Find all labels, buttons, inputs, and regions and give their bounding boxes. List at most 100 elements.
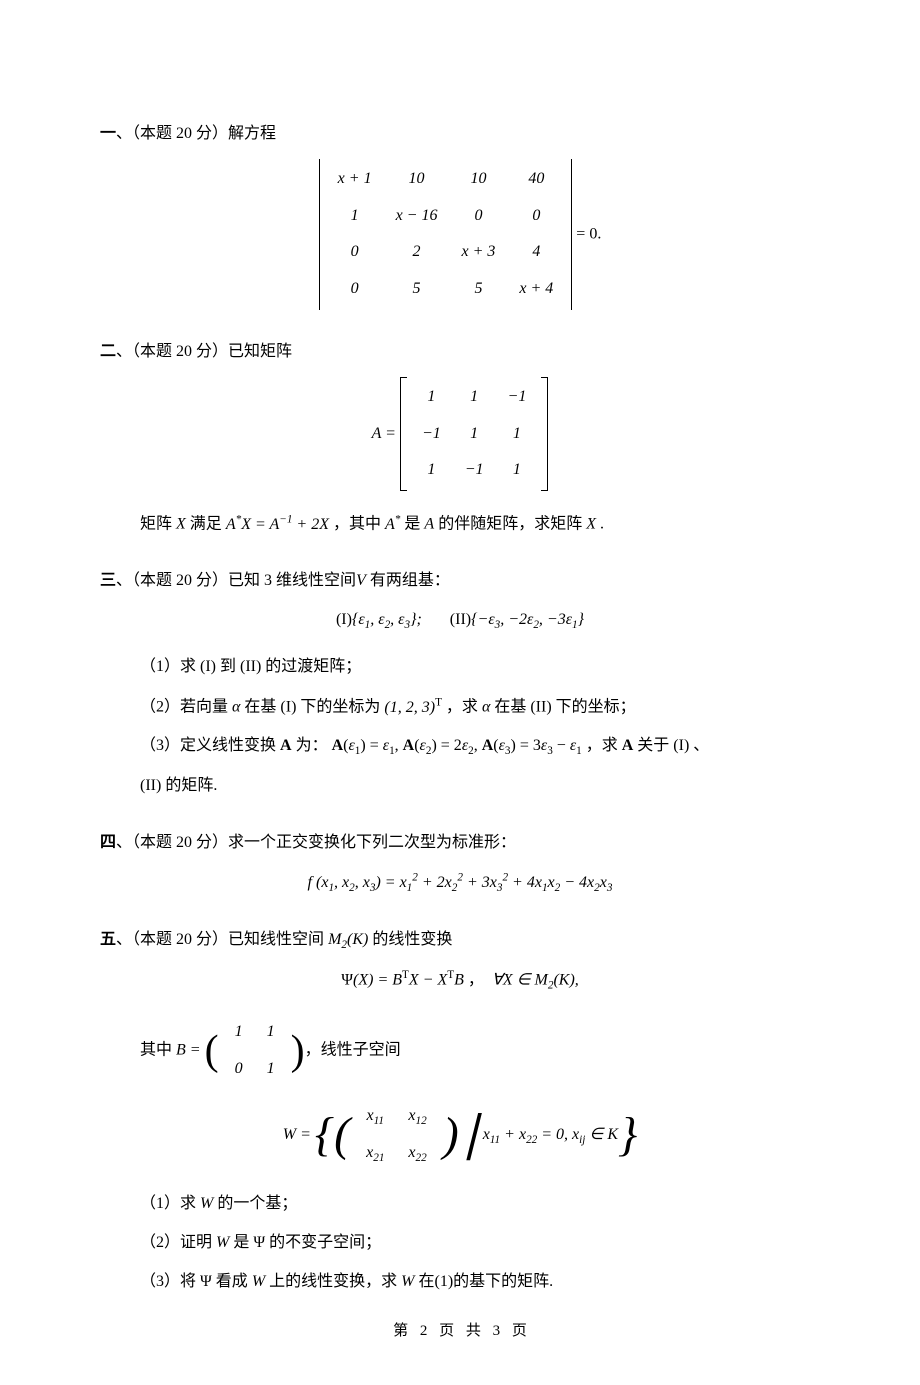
- problem-3-title-b: 有两组基：: [366, 572, 450, 589]
- problem-5-heading: 五、（本题 20 分）已知线性空间 M2(K) 的线性变换: [100, 931, 452, 948]
- text: 的一个基；: [213, 1195, 297, 1212]
- text: 为：: [292, 737, 332, 754]
- var-W: W: [401, 1273, 414, 1290]
- mat-cell: −1: [410, 416, 453, 453]
- var-X: X: [586, 516, 596, 533]
- coord: (1, 2, 3)T: [384, 699, 442, 716]
- mat-cell: 1: [453, 416, 496, 453]
- matrix-A-table: 1 1 −1 −1 1 1 1 −1 1: [410, 379, 538, 489]
- transform-eq: A(ε1) = ε1, A(ε2) = 2ε2, A(ε3) = 3ε3 − ε…: [332, 737, 582, 754]
- problem-5-score: （本题 20 分）: [132, 931, 228, 948]
- text: 矩阵: [140, 516, 176, 533]
- text: 其中: [140, 1041, 176, 1058]
- basis-I-label: (I): [336, 611, 352, 628]
- problem-5: 五、（本题 20 分）已知线性空间 M2(K) 的线性变换 Ψ(X) = BTX…: [100, 926, 820, 1297]
- matrix-B: 11 01: [219, 1014, 291, 1088]
- var-W: W: [216, 1234, 229, 1251]
- problem-5-psi-eq: Ψ(X) = BTX − XTB ， ∀X ∈ M2(K),: [100, 965, 820, 996]
- problem-1: 一、（本题 20 分）解方程 x + 1 10 10 40 1 x − 16 0…: [100, 120, 820, 310]
- problem-2-score: （本题 20 分）: [132, 343, 228, 360]
- problem-1-equation: x + 1 10 10 40 1 x − 16 0 0 0 2 x + 3 4: [100, 159, 820, 310]
- matrix-W-table: x11x12 x21x22: [354, 1098, 439, 1173]
- footer-current-page: 2: [420, 1323, 428, 1339]
- matrix-W: x11x12 x21x22: [350, 1098, 443, 1173]
- problem-5-number: 五: [100, 931, 116, 948]
- text: ，求: [582, 737, 622, 754]
- page-footer: 第 2 页 共 3 页: [0, 1318, 920, 1345]
- problem-5-sub2: （2）证明 W 是 Ψ 的不变子空间；: [140, 1229, 820, 1258]
- mat-cell: −1: [496, 379, 539, 416]
- problem-5-sub3: （3）将 Ψ 看成 W 上的线性变换，求 W 在(1)的基下的矩阵.: [140, 1268, 820, 1297]
- problem-2-number: 二: [100, 343, 116, 360]
- text: （2）证明: [140, 1234, 216, 1251]
- det-cell: 0: [507, 198, 565, 235]
- basis-II-label: (II): [450, 611, 471, 628]
- problem-2-line2: 矩阵 X 满足 A*X = A−1 + 2X ，其中 A* 是 A 的伴随矩阵，…: [100, 509, 820, 539]
- mat-cell: x11: [354, 1098, 396, 1135]
- problem-3-score: （本题 20 分）: [132, 572, 228, 589]
- problem-5-title-b: 的线性变换: [368, 931, 452, 948]
- text: 上的线性变换，求: [265, 1273, 401, 1290]
- op-A: A: [280, 737, 292, 754]
- det-cell: 0: [449, 198, 507, 235]
- mat-cell: 1: [410, 379, 453, 416]
- var-V: V: [356, 572, 366, 589]
- var-X: X: [176, 516, 186, 533]
- mat-cell: x21: [354, 1135, 396, 1172]
- problem-3-sub3-line2: (II) 的矩阵.: [140, 772, 820, 801]
- var-W: W: [252, 1273, 265, 1290]
- det-cell: 2: [384, 234, 450, 271]
- mat-cell: 0: [223, 1051, 255, 1088]
- problem-3-subs: （1）求 (I) 到 (II) 的过渡矩阵； （2）若向量 α 在基 (I) 下…: [100, 653, 820, 800]
- problem-2-title: 已知矩阵: [228, 343, 292, 360]
- problem-3-title-a: 已知 3 维线性空间: [228, 572, 356, 589]
- text: 满足: [186, 516, 226, 533]
- var-Astar: A*: [385, 516, 400, 533]
- mat-cell: 1: [223, 1014, 255, 1051]
- divider-icon: ∣: [459, 1111, 483, 1159]
- det-cell: 5: [384, 271, 450, 308]
- text: ，求: [442, 699, 482, 716]
- problem-3-bases: (I){ε1, ε2, ε3}; (II){−ε3, −2ε2, −3ε1}: [100, 606, 820, 635]
- problem-2-A-eq: A =: [372, 425, 400, 442]
- text: 是: [400, 516, 424, 533]
- var-B-eq: B =: [176, 1041, 205, 1058]
- matrix-B-table: 11 01: [223, 1014, 287, 1088]
- problem-1-heading: 一、（本题 20 分）解方程: [100, 125, 276, 142]
- problem-1-rhs: = 0.: [572, 225, 601, 242]
- mat-cell: 1: [453, 379, 496, 416]
- text: 在基 (I) 下的坐标为: [240, 699, 384, 716]
- det-cell: 5: [449, 271, 507, 308]
- paren-right-icon: ): [291, 1030, 305, 1072]
- quad-form: f (x1, x2, x3) = x12 + 2x22 + 3x32 + 4x1…: [308, 874, 613, 891]
- det-cell: 10: [449, 161, 507, 198]
- problem-5-W-def: W = {( x11x12 x21x22 )∣x11 + x22 = 0, xi…: [100, 1098, 820, 1173]
- var-M2K: M2(K): [328, 931, 368, 948]
- problem-4-heading: 四、（本题 20 分）求一个正交变换化下列二次型为标准形：: [100, 834, 516, 851]
- problem-3-number: 三: [100, 572, 116, 589]
- problem-3-sub2: （2）若向量 α 在基 (I) 下的坐标为 (1, 2, 3)T ，求 α 在基…: [140, 692, 820, 722]
- mat-cell: 1: [496, 416, 539, 453]
- brace-left-icon: {: [315, 1111, 334, 1159]
- footer-text: 第: [393, 1323, 408, 1339]
- problem-2-heading: 二、（本题 20 分）已知矩阵: [100, 343, 292, 360]
- mat-cell: x12: [396, 1098, 438, 1135]
- problem-1-score: （本题 20 分）: [132, 125, 228, 142]
- problem-2-matrix-eq: A = 1 1 −1 −1 1 1 1 −1 1: [100, 377, 820, 491]
- problem-4: 四、（本题 20 分）求一个正交变换化下列二次型为标准形： f (x1, x2,…: [100, 829, 820, 898]
- det-cell: 40: [507, 161, 565, 198]
- problem-2: 二、（本题 20 分）已知矩阵 A = 1 1 −1 −1 1 1 1 −1 1: [100, 338, 820, 539]
- var-A: A: [424, 516, 434, 533]
- text: （1）求: [140, 1195, 200, 1212]
- text: 在基 (II) 下的坐标；: [490, 699, 635, 716]
- W-condition: x11 + x22 = 0, xij ∈ K: [483, 1126, 618, 1143]
- det-cell: 0: [326, 271, 384, 308]
- problem-4-equation: f (x1, x2, x3) = x12 + 2x22 + 3x32 + 4x1…: [100, 867, 820, 898]
- paren-left-icon: (: [334, 1111, 350, 1159]
- op-A: A: [622, 737, 634, 754]
- det-cell: x + 3: [449, 234, 507, 271]
- text: （2）若向量: [140, 699, 232, 716]
- problem-5-title-a: 已知线性空间: [228, 931, 328, 948]
- eq-AstarX: A*X = A−1 + 2X: [226, 516, 329, 533]
- brace-right-icon: }: [618, 1111, 637, 1159]
